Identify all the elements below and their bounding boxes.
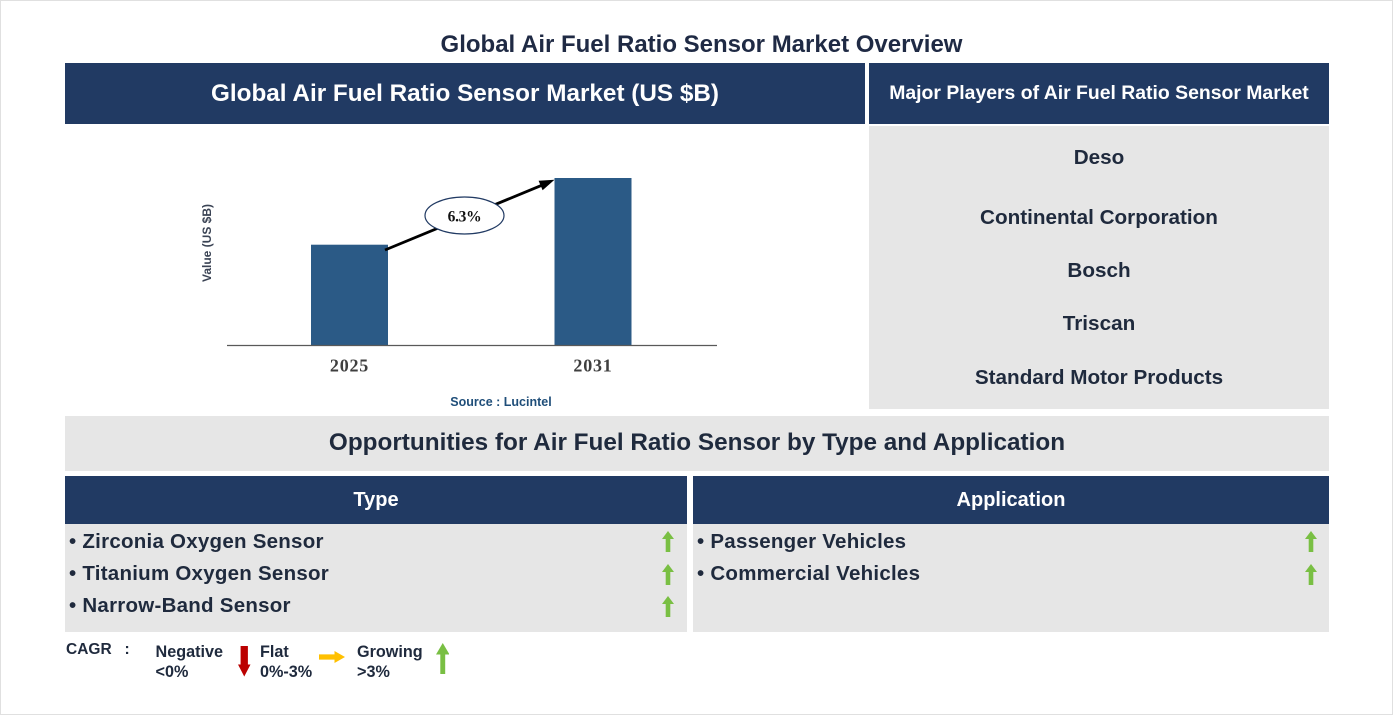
svg-text:2025: 2025 <box>330 356 369 376</box>
svg-text:2031: 2031 <box>573 356 612 376</box>
svg-text:Source : Lucintel: Source : Lucintel <box>450 395 551 409</box>
svg-text:Value (US $B): Value (US $B) <box>200 204 214 282</box>
svg-text:6.3%: 6.3% <box>448 208 482 225</box>
